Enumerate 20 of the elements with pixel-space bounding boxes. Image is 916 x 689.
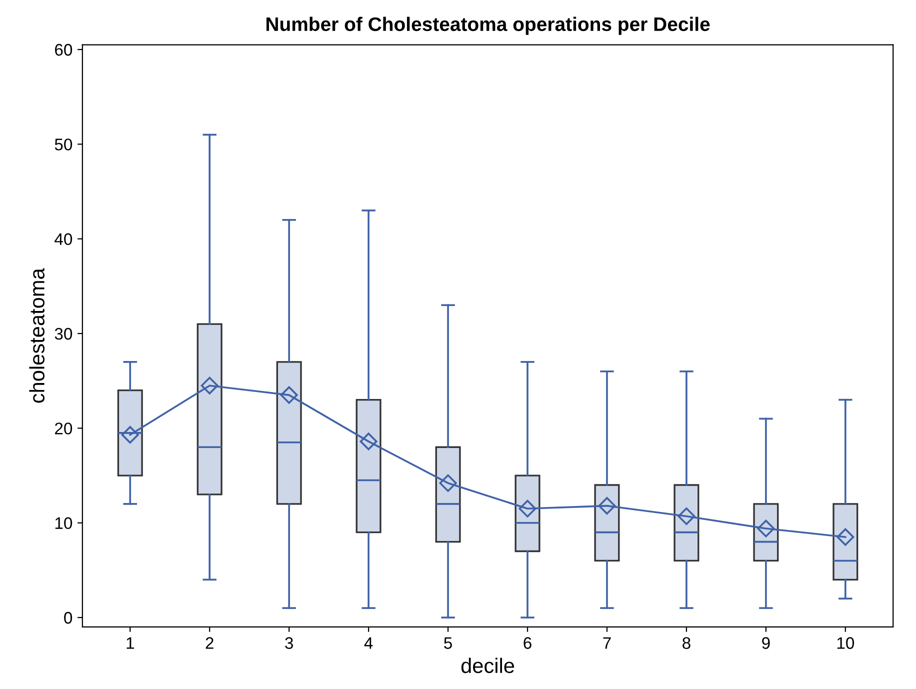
x-tick-label: 1 [126,637,134,649]
x-tick-label: 7 [603,637,611,649]
y-tick-label: 0 [64,612,72,624]
x-tick-label: 4 [364,637,373,649]
x-tick-label: 3 [285,637,293,649]
y-axis-title: cholesteatoma [29,268,45,403]
y-tick-label: 50 [54,138,72,150]
x-tick-label: 2 [206,637,214,649]
y-tick-label: 30 [54,328,72,340]
x-tick-label: 6 [524,637,532,649]
y-tick-label: 60 [55,44,72,56]
y-tick-label: 40 [54,233,72,246]
y-tick-label: 10 [55,517,72,530]
x-tick-label: 9 [762,637,770,649]
x-tick-label: 10 [837,637,854,649]
y-tick-label: 20 [55,422,72,434]
x-axis-title: decile [461,658,514,674]
x-tick-label: 8 [682,637,690,649]
chart-title: Number of Cholesteatoma operations per Decile [266,16,710,35]
x-tick-label: 5 [444,637,452,649]
